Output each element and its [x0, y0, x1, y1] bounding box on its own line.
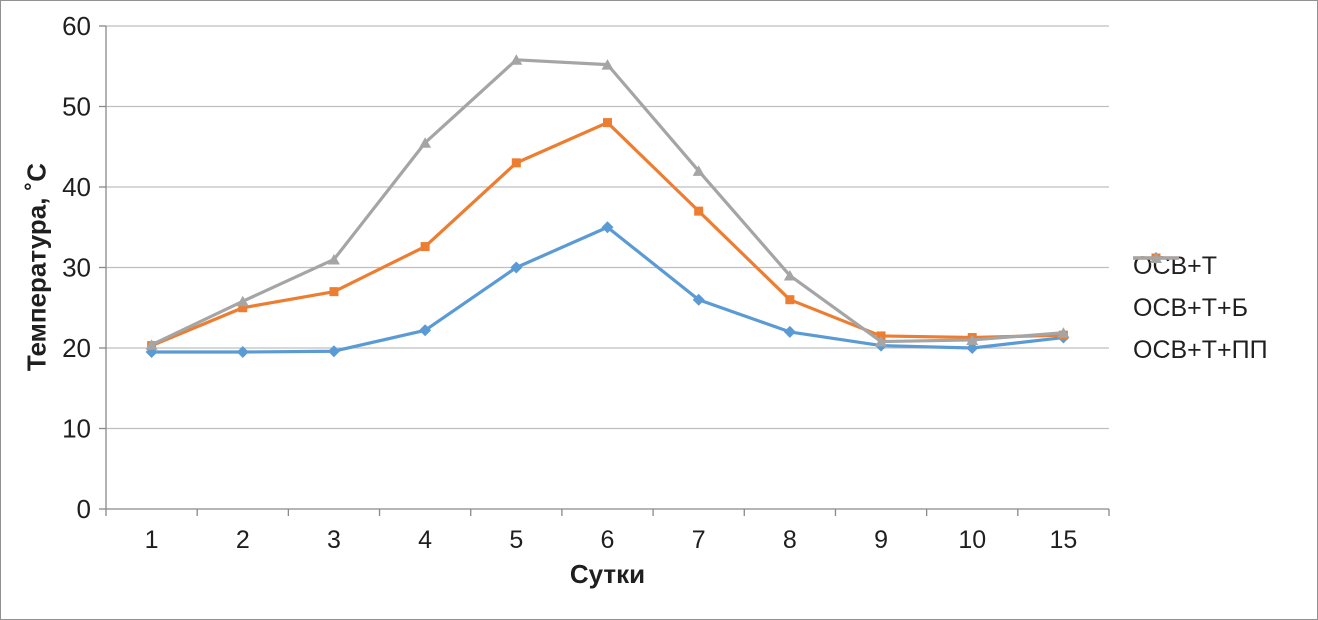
- x-tick-label: 8: [783, 526, 797, 554]
- x-tick-label: 6: [601, 526, 615, 554]
- legend-item-ОСВ+Т+Б: ОСВ+Т+Б: [1133, 253, 1268, 323]
- y-tick-label: 30: [62, 253, 91, 283]
- y-tick-label: 60: [62, 11, 91, 41]
- x-axis-title: Сутки: [569, 559, 646, 589]
- x-tick-label: 10: [958, 526, 986, 554]
- square-marker: [420, 242, 430, 252]
- x-tick-label: 4: [418, 526, 432, 554]
- y-tick-label: 40: [62, 172, 91, 202]
- legend-triangle-marker: [1150, 252, 1162, 263]
- triangle-marker: [145, 339, 158, 350]
- legend-triangle-icon: [1133, 252, 1179, 263]
- triangle-marker: [875, 336, 888, 347]
- y-axis-title: Температура, ˚С: [21, 162, 52, 372]
- series-line-ОСВ+Т+ПП: [150, 58, 1064, 347]
- x-tick-label: 2: [236, 526, 250, 554]
- triangle-marker: [783, 270, 796, 281]
- square-marker: [694, 206, 704, 216]
- diamond-marker: [236, 346, 249, 359]
- triangle-marker: [327, 253, 340, 265]
- y-tick-label: 20: [62, 333, 91, 363]
- legend-label: ОСВ+Т+Б: [1133, 293, 1249, 322]
- diamond-marker: [419, 324, 432, 337]
- triangle-marker: [966, 334, 979, 345]
- triangle-marker: [510, 54, 523, 65]
- square-marker: [785, 295, 795, 305]
- square-marker: [329, 287, 339, 297]
- legend-label: ОСВ+Т: [1133, 251, 1218, 280]
- triangle-marker: [601, 59, 614, 70]
- diamond-marker: [783, 325, 796, 338]
- square-marker: [876, 331, 886, 341]
- x-tick-label: 7: [692, 526, 706, 554]
- y-tick-label: 0: [77, 494, 91, 524]
- diamond-marker: [601, 221, 614, 234]
- square-marker: [603, 118, 612, 128]
- triangle-marker: [692, 165, 705, 176]
- legend-item-ОСВ+Т+ПП: ОСВ+Т+ПП: [1133, 252, 1268, 365]
- square-marker: [511, 158, 521, 168]
- series-line-ОСВ+Т+Б: [150, 120, 1064, 348]
- triangle-marker: [1057, 327, 1070, 338]
- legend: ОСВ+Т ОСВ+Т+Б ОСВ+Т+ПП: [1133, 251, 1268, 377]
- x-tick-label: 3: [327, 526, 341, 554]
- x-tick-label: 9: [874, 526, 888, 554]
- triangle-marker: [236, 295, 249, 307]
- diamond-marker: [327, 345, 340, 358]
- square-marker: [238, 303, 248, 313]
- y-tick-label: 50: [62, 92, 91, 122]
- diamond-marker: [966, 342, 979, 354]
- diamond-marker: [510, 261, 523, 274]
- legend-label: ОСВ+Т+ПП: [1133, 335, 1268, 364]
- series-line-ОСВ+Т: [151, 225, 1064, 354]
- x-tick-label: 15: [1050, 526, 1078, 554]
- diamond-marker: [692, 293, 705, 306]
- y-tick-label: 10: [62, 414, 91, 444]
- x-tick-label: 5: [509, 526, 523, 554]
- x-tick-label: 1: [145, 526, 159, 554]
- triangle-marker: [419, 137, 432, 148]
